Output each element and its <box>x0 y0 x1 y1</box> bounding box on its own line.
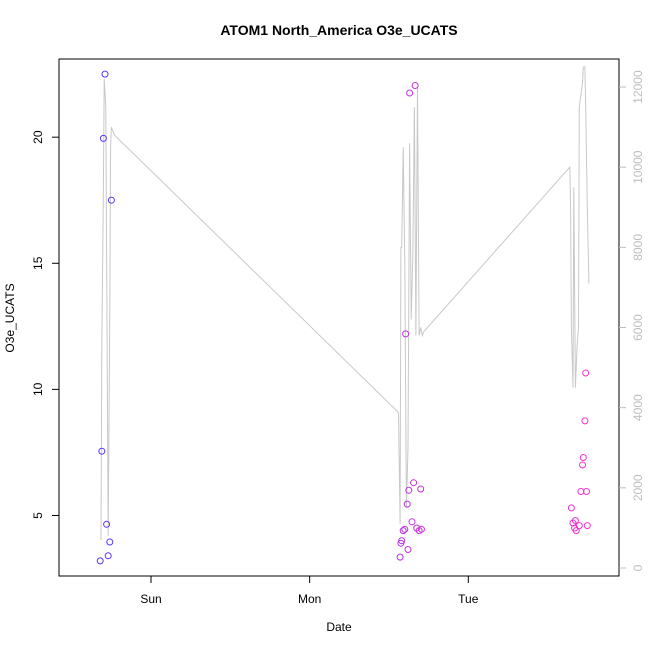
data-point <box>399 527 407 535</box>
data-point <box>106 538 114 546</box>
data-point <box>402 330 410 338</box>
data-point <box>98 447 106 455</box>
data-point <box>579 461 586 469</box>
x-axis: Sun Mon Tue <box>140 576 479 606</box>
data-point <box>579 454 587 461</box>
altitude-line <box>100 66 590 540</box>
x-tick-label: Tue <box>458 592 479 606</box>
x-tick-label: Sun <box>140 592 161 606</box>
data-point <box>408 518 416 526</box>
plot-area-frame <box>58 58 620 577</box>
x-tick-label: Mon <box>298 592 321 606</box>
data-point <box>101 70 109 78</box>
data-point <box>403 500 411 508</box>
data-point <box>99 134 107 142</box>
y2-tick-label: 10000 <box>631 150 645 184</box>
data-point <box>571 517 579 524</box>
y-tick-label: 20 <box>31 130 45 144</box>
secondary-y-axis: 0 2000 4000 6000 8000 10000 12000 <box>619 70 645 571</box>
data-point <box>581 417 589 425</box>
y2-tick-label: 4000 <box>631 394 645 421</box>
data-point <box>575 522 583 530</box>
data-point <box>96 557 104 565</box>
data-point <box>405 486 413 494</box>
y-tick-label: 5 <box>31 512 45 519</box>
data-point <box>398 537 406 545</box>
data-point <box>583 488 590 495</box>
y-tick-label: 10 <box>31 382 45 396</box>
data-point <box>567 504 575 512</box>
y2-tick-label: 2000 <box>631 474 645 501</box>
data-point <box>104 552 112 560</box>
data-point <box>401 525 409 533</box>
data-point <box>572 527 580 535</box>
data-point <box>404 546 412 553</box>
data-point <box>582 369 590 377</box>
y-axis: 5 10 15 20 <box>31 130 59 519</box>
y-axis-label: O3e_UCATS <box>3 283 17 352</box>
y2-tick-label: 0 <box>631 564 645 571</box>
data-points-layer <box>96 70 591 565</box>
data-point <box>406 89 414 97</box>
x-axis-label: Date <box>326 620 352 634</box>
y2-tick-label: 12000 <box>631 70 645 104</box>
y-tick-label: 15 <box>31 256 45 270</box>
data-point <box>410 479 418 487</box>
altitude-line-layer <box>100 66 590 540</box>
data-point <box>418 525 425 533</box>
y2-tick-label: 8000 <box>631 234 645 261</box>
y2-tick-label: 6000 <box>631 314 645 341</box>
chart-title: ATOM1 North_America O3e_UCATS <box>220 22 457 38</box>
data-point <box>583 522 591 530</box>
data-point <box>107 196 115 204</box>
data-point <box>396 553 404 561</box>
data-point <box>103 520 111 528</box>
data-point <box>417 485 425 493</box>
data-point <box>411 82 419 89</box>
